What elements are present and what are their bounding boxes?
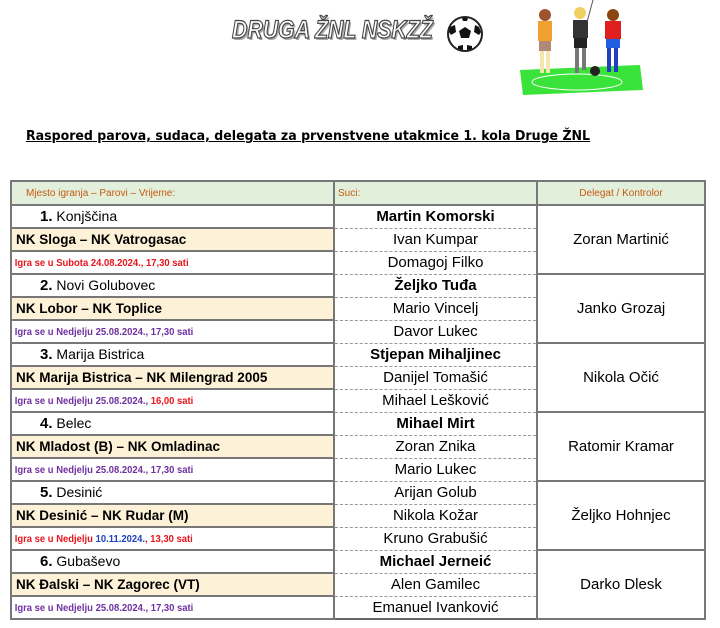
table-row: NK Desinić – NK Rudar (M) Nikola Kožar	[10, 503, 705, 528]
schedule-heading: Raspored parova, sudaca, delegata za prv…	[26, 128, 591, 144]
match-number: 1.	[40, 208, 53, 225]
match-time-part: Igra se u Nedjelju 25.08.2024., 17,30 sa…	[14, 325, 194, 338]
match-venue: 5. Desinić	[10, 480, 335, 505]
match-time-part: Igra se u Nedjelju 25.08.2024., 17,30 sa…	[14, 601, 194, 614]
assistant-referee-2: Domagoj Filko	[333, 250, 538, 275]
match-number: 4.	[40, 415, 53, 432]
assistant-referee-2: Davor Lukec	[333, 319, 538, 344]
match-pair: NK Đalski – NK Zagorec (VT)	[10, 572, 335, 597]
match-number: 2.	[40, 277, 53, 294]
venue-name: Desinić	[56, 484, 103, 500]
assistant-referee-2: Mario Lukec	[333, 457, 538, 482]
match-time-part: , 13,30 sati	[144, 532, 193, 545]
soccer-ball-icon	[447, 16, 483, 52]
table-header-row: Mjesto igranja – Parovi – Vrijeme: Suci:…	[10, 180, 706, 206]
match-venue: 2. Novi Golubovec	[10, 273, 335, 298]
match-time-part: 10.11.2024.	[95, 532, 145, 545]
assistant-referee-1: Mario Vincelj	[333, 296, 538, 321]
main-referee: Martin Komorski	[333, 204, 538, 229]
table-row: 5. Desinić Arijan Golub Željko Hohnjec	[10, 480, 706, 551]
table-row: Igra se u Nedjelju 25.08.2024., 17,30 sa…	[10, 457, 705, 482]
match-pair: NK Lobor – NK Toplice	[10, 296, 335, 321]
main-referee: Stjepan Mihaljinec	[333, 342, 538, 367]
assistant-referee-1: Danijel Tomašić	[333, 365, 538, 390]
match-time-part: Igra se u Nedjelju 25.08.2024., 17,30 sa…	[14, 463, 194, 476]
match-time: Igra se u Nedjelju 10.11.2024., 13,30 sa…	[10, 526, 335, 551]
venue-name: Marija Bistrica	[56, 346, 145, 362]
match-number: 5.	[40, 484, 53, 501]
assistant-referee-2: Emanuel Ivanković	[333, 595, 538, 620]
match-time-part: 16,00 sati	[150, 394, 194, 407]
match-time: Igra se u Nedjelju 25.08.2024., 16,00 sa…	[10, 388, 335, 413]
match-time-part: Igra se u Subota 24.08.2024., 17,30 sati	[14, 256, 189, 269]
match-venue: 3. Marija Bistrica	[10, 342, 335, 367]
table-row: NK Marija Bistrica – NK Milengrad 2005 D…	[10, 365, 705, 390]
header-delegate: Delegat / Kontrolor	[536, 180, 706, 206]
assistant-referee-1: Ivan Kumpar	[333, 227, 538, 252]
assistant-referee-2: Kruno Grabušić	[333, 526, 538, 551]
match-time-part: Igra se u Nedjelju	[14, 532, 96, 545]
table-row: Igra se u Nedjelju 25.08.2024., 17,30 sa…	[10, 319, 705, 344]
match-pair: NK Sloga – NK Vatrogasac	[10, 227, 335, 252]
table-row: NK Lobor – NK Toplice Mario Vincelj	[10, 296, 705, 321]
match-pair: NK Mladost (B) – NK Omladinac	[10, 434, 335, 459]
main-referee: Arijan Golub	[333, 480, 538, 505]
table-row: 6. Gubaševo Michael Jerneić Darko Dlesk	[10, 549, 706, 620]
table-row: Igra se u Subota 24.08.2024., 17,30 sati…	[10, 250, 705, 275]
header-venue-pairs-time: Mjesto igranja – Parovi – Vrijeme:	[10, 180, 335, 206]
match-venue: 1. Konjščina	[10, 204, 335, 229]
table-row: NK Mladost (B) – NK Omladinac Zoran Znik…	[10, 434, 705, 459]
schedule-table: Mjesto igranja – Parovi – Vrijeme: Suci:…	[10, 180, 706, 620]
match-number: 6.	[40, 553, 53, 570]
table-row: NK Đalski – NK Zagorec (VT) Alen Gamilec	[10, 572, 705, 597]
match-pair: NK Marija Bistrica – NK Milengrad 2005	[10, 365, 335, 390]
table-row: NK Sloga – NK Vatrogasac Ivan Kumpar	[10, 227, 705, 252]
table-row: Igra se u Nedjelju 25.08.2024., 16,00 sa…	[10, 388, 705, 413]
table-row: Igra se u Nedjelju 25.08.2024., 17,30 sa…	[10, 595, 705, 620]
match-time-part: Igra se u Nedjelju 25.08.2024.,	[14, 394, 151, 407]
match-pair: NK Desinić – NK Rudar (M)	[10, 503, 335, 528]
delegate: Darko Dlesk	[536, 549, 706, 620]
table-row: 3. Marija Bistrica Stjepan Mihaljinec Ni…	[10, 342, 706, 413]
venue-name: Belec	[56, 415, 92, 431]
delegate: Zoran Martinić	[536, 204, 706, 275]
venue-name: Gubaševo	[56, 553, 121, 569]
assistant-referee-1: Alen Gamilec	[333, 572, 538, 597]
venue-name: Novi Golubovec	[56, 277, 156, 293]
match-time: Igra se u Subota 24.08.2024., 17,30 sati	[10, 250, 335, 275]
page-title: DRUGA ŽNL NSKZŽ	[231, 15, 433, 44]
main-referee: Željko Tuđa	[333, 273, 538, 298]
match-time: Igra se u Nedjelju 25.08.2024., 17,30 sa…	[10, 457, 335, 482]
match-time: Igra se u Nedjelju 25.08.2024., 17,30 sa…	[10, 319, 335, 344]
delegate: Nikola Očić	[536, 342, 706, 413]
delegate: Željko Hohnjec	[536, 480, 706, 551]
table-row: Igra se u Nedjelju 10.11.2024., 13,30 sa…	[10, 526, 705, 551]
table-row: 1. Konjščina Martin Komorski Zoran Marti…	[10, 204, 706, 275]
match-venue: 6. Gubaševo	[10, 549, 335, 574]
main-referee: Mihael Mirt	[333, 411, 538, 436]
delegate: Janko Grozaj	[536, 273, 706, 344]
table-row: 4. Belec Mihael Mirt Ratomir Kramar	[10, 411, 706, 482]
match-time: Igra se u Nedjelju 25.08.2024., 17,30 sa…	[10, 595, 335, 620]
assistant-referee-1: Nikola Kožar	[333, 503, 538, 528]
referee-and-players-illustration	[520, 0, 643, 95]
header-referees: Suci:	[333, 180, 538, 206]
assistant-referee-2: Mihael Lešković	[333, 388, 538, 413]
assistant-referee-1: Zoran Znika	[333, 434, 538, 459]
table-row: 2. Novi Golubovec Željko Tuđa Janko Groz…	[10, 273, 706, 344]
venue-name: Konjščina	[56, 208, 118, 224]
match-number: 3.	[40, 346, 53, 363]
match-venue: 4. Belec	[10, 411, 335, 436]
main-referee: Michael Jerneić	[333, 549, 538, 574]
delegate: Ratomir Kramar	[536, 411, 706, 482]
